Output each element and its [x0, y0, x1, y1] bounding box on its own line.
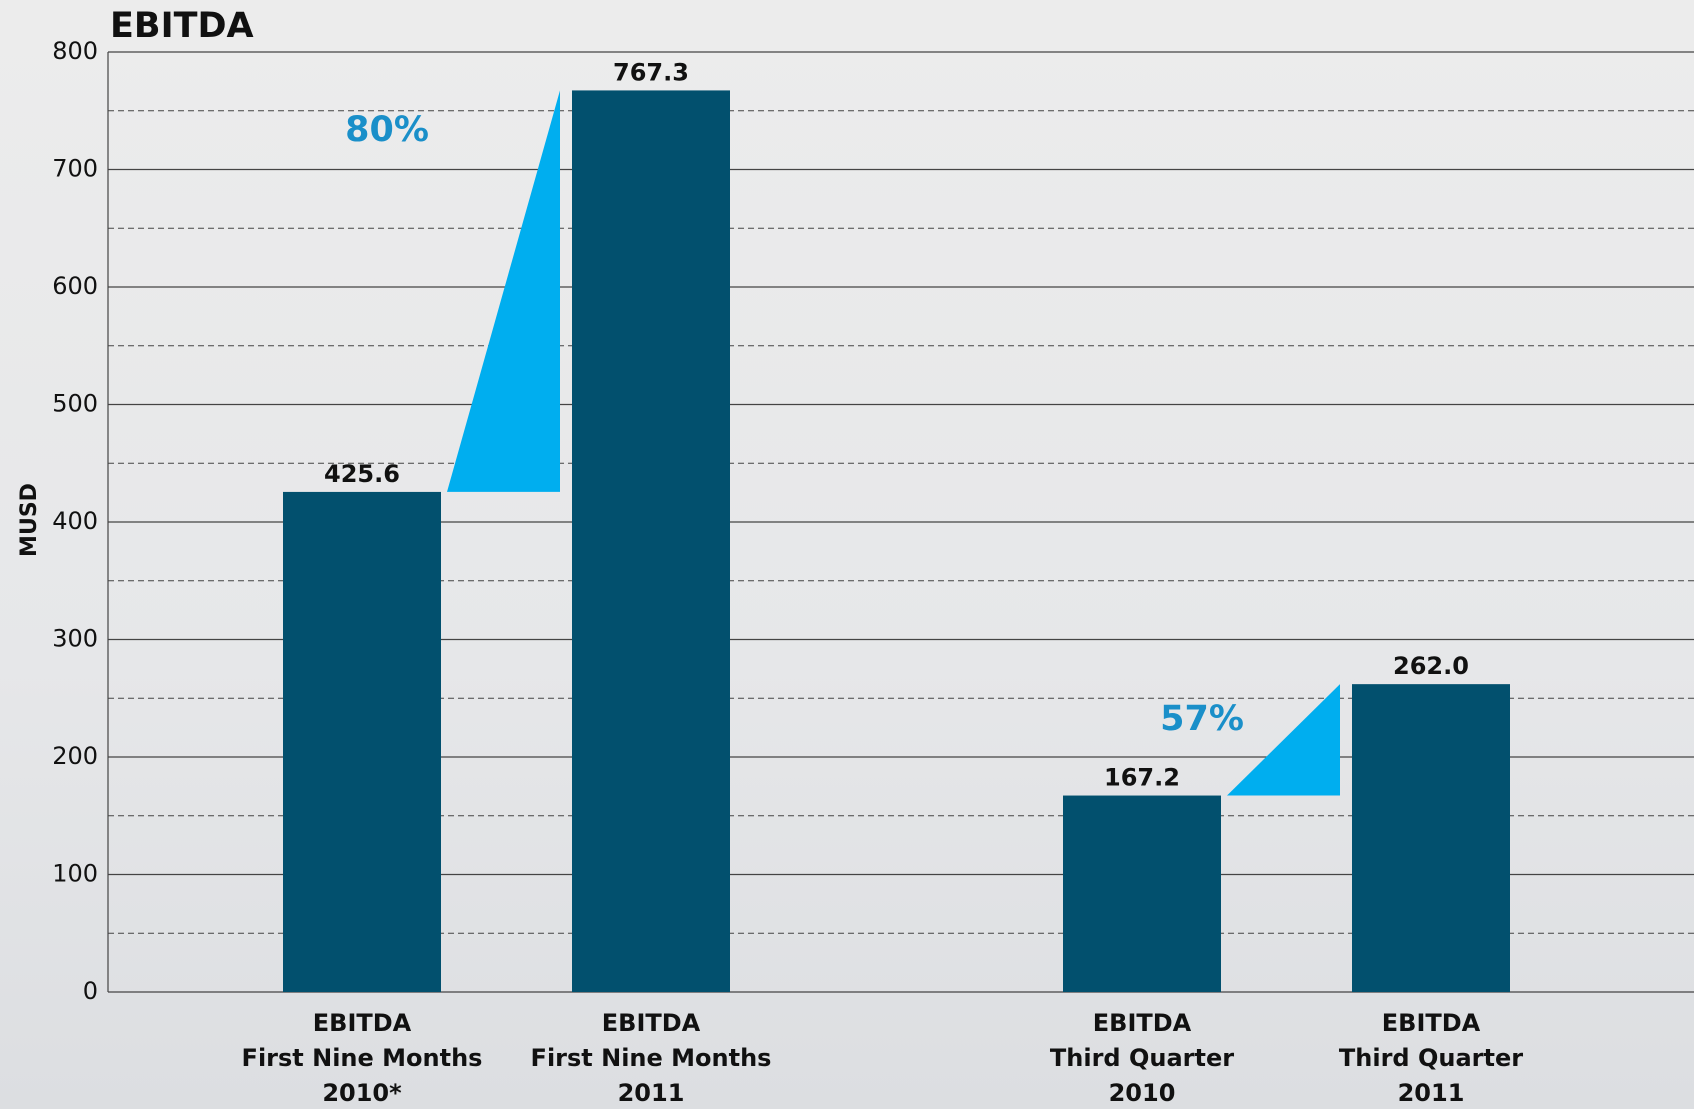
value-label: 167.2 [1104, 764, 1180, 792]
y-tick-label: 600 [52, 272, 98, 300]
value-label: 262.0 [1393, 652, 1469, 680]
y-tick-label: 100 [52, 860, 98, 888]
x-tick-label: EBITDA First Nine Months 2011 [530, 1009, 772, 1107]
growth-triangle [447, 90, 560, 492]
growth-label: 80% [345, 110, 429, 150]
bar [1352, 684, 1510, 992]
x-tick-label: EBITDA Third Quarter 2010 [1049, 1009, 1235, 1107]
y-tick-label: 300 [52, 625, 98, 653]
y-tick-label: 500 [52, 390, 98, 418]
y-tick-label: 200 [52, 742, 98, 770]
bar [283, 491, 441, 992]
value-label: 767.3 [613, 58, 689, 86]
y-tick-label: 400 [52, 507, 98, 535]
y-tick-label: 0 [83, 977, 98, 1005]
bar [1063, 795, 1221, 992]
growth-triangle [1227, 684, 1340, 796]
y-tick-label: 700 [52, 155, 98, 183]
y-axis-label: MUSD [17, 483, 42, 557]
growth-label: 57% [1160, 699, 1244, 739]
chart-title: EBITDA [110, 6, 254, 46]
y-tick-label: 800 [52, 37, 98, 65]
x-tick-label: EBITDA First Nine Months 2010* [241, 1009, 483, 1107]
value-label: 425.6 [324, 460, 400, 488]
x-tick-label: EBITDA Third Quarter 2011 [1338, 1009, 1524, 1107]
bar [572, 90, 730, 993]
